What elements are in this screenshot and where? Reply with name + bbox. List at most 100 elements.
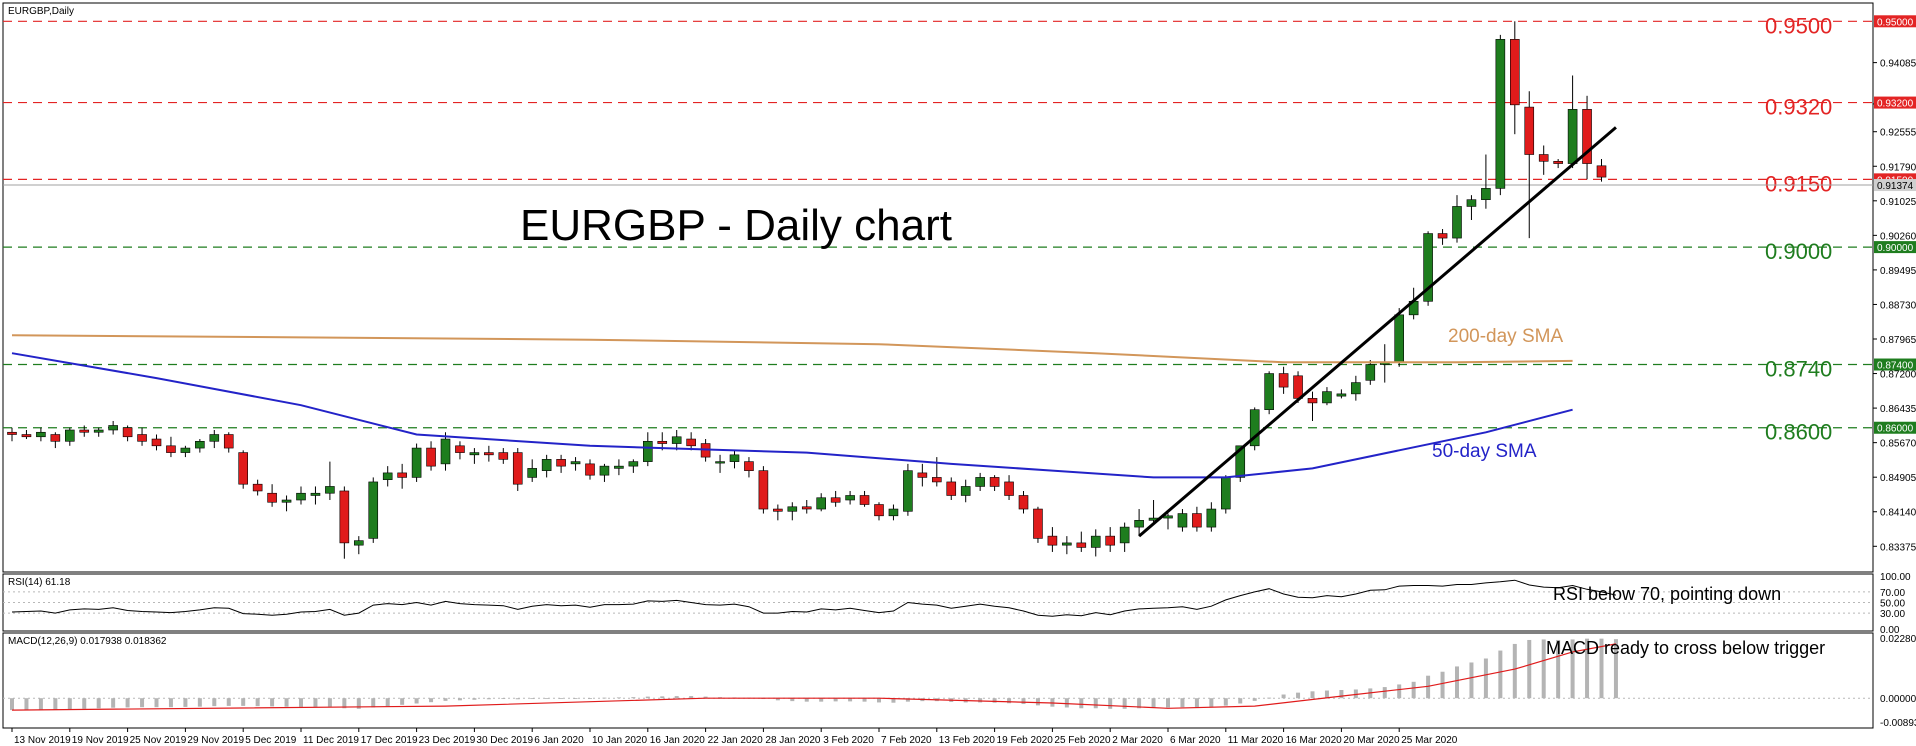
date-tick-label: 6 Mar 2020 — [1170, 735, 1221, 746]
macd-histogram-bar — [299, 698, 303, 707]
candle-body — [989, 477, 1000, 487]
date-axis: 13 Nov 2019 19 Nov 2019 25 Nov 2019 29 Nov … — [11, 728, 1458, 746]
candle-body — [1466, 199, 1477, 207]
macd-histogram-bar — [24, 698, 29, 711]
candle-body — [556, 459, 566, 467]
candle-body — [614, 465, 624, 469]
macd-tick-label: 0.022803 — [1880, 634, 1916, 645]
macd-histogram-bar — [1599, 638, 1604, 699]
macd-histogram-bar — [414, 698, 419, 704]
candle-body — [1365, 364, 1376, 381]
date-tick-label: 13 Nov 2019 — [14, 735, 71, 746]
macd-histogram-bar — [848, 698, 853, 702]
date-tick-label: 11 Dec 2019 — [303, 735, 359, 746]
macd-histogram-bar — [197, 698, 202, 707]
moving-averages: 200-day SMA 50-day SMA — [11, 326, 1573, 479]
price-tick-label: 0.87200 — [1880, 370, 1916, 381]
candle-body — [36, 431, 46, 438]
date-tick-label: 28 Jan 2020 — [765, 735, 820, 746]
macd-histogram-bar — [1122, 698, 1127, 709]
candle-body — [686, 438, 696, 447]
candle-body — [1423, 233, 1433, 302]
macd-histogram-bar — [284, 698, 289, 707]
candle-body — [137, 434, 147, 442]
candle-body — [801, 506, 812, 510]
macd-histogram-bar — [1310, 691, 1315, 699]
macd-histogram-bar — [703, 696, 708, 699]
trendline-group — [1138, 126, 1617, 538]
candle-body — [93, 429, 104, 433]
candle-body — [65, 429, 75, 442]
macd-histogram-bar — [1252, 698, 1257, 701]
rsi-tick-label: 70.00 — [1880, 588, 1905, 599]
candle-body — [1047, 535, 1058, 546]
candle-body — [570, 461, 581, 465]
macd-histogram-bar — [255, 698, 260, 707]
macd-histogram-bar — [226, 698, 231, 706]
macd-histogram-bar — [573, 698, 578, 700]
sma50-line — [11, 352, 1573, 479]
candle-body — [426, 447, 436, 467]
macd-histogram-bar — [1209, 698, 1214, 707]
macd-histogram-bar — [804, 698, 809, 702]
candle-body — [1596, 165, 1607, 178]
macd-histogram-bar — [1512, 643, 1517, 699]
candle-body — [787, 506, 798, 512]
macd-histogram-bar — [1469, 662, 1474, 699]
candle-body — [1192, 513, 1202, 528]
macd-histogram-bar — [1223, 698, 1228, 706]
macd-histogram-bar — [544, 698, 549, 700]
candle-body — [79, 429, 90, 433]
candle-body — [874, 504, 884, 517]
macd-histogram-bar — [559, 698, 564, 700]
candle-body — [830, 497, 841, 503]
macd-axis: 0.022803 0.000000 -0.008932 — [1880, 634, 1916, 729]
level-axis-label: 0.90000 — [1877, 243, 1914, 254]
macd-histogram-bar — [1397, 684, 1402, 699]
candle-body — [310, 492, 321, 496]
candle-body — [195, 440, 205, 449]
macd-histogram-bar — [67, 698, 72, 710]
date-tick-label: 29 Nov 2019 — [187, 735, 244, 746]
macd-histogram-bar — [270, 698, 275, 707]
level-axis-tag — [1874, 421, 1916, 434]
macd-histogram-bar — [1455, 666, 1459, 699]
candle-body — [353, 540, 364, 546]
date-tick-label: 5 Dec 2019 — [245, 735, 297, 746]
symbol-label: EURGBP,Daily — [8, 6, 74, 17]
candle-body — [599, 465, 610, 476]
macd-histogram-bar — [1238, 698, 1243, 704]
candle-body — [1004, 481, 1014, 496]
candle-body — [223, 434, 234, 449]
macd-tick-label: -0.008932 — [1880, 718, 1916, 729]
candle-body — [1278, 373, 1289, 388]
candle-body — [1538, 154, 1549, 162]
level-label: 0.9500 — [1765, 13, 1832, 38]
macd-signal-group — [11, 643, 1617, 711]
candle-body — [50, 434, 61, 442]
candle-body — [975, 477, 985, 487]
candle-body — [108, 425, 118, 431]
candle-body — [122, 427, 133, 438]
macd-histogram-bar — [862, 698, 867, 702]
price-tick-label: 0.90260 — [1880, 231, 1916, 242]
macd-histogram-bar — [10, 698, 14, 711]
macd-histogram-bar — [1180, 698, 1185, 708]
macd-histogram-bar — [1064, 698, 1069, 708]
price-tick-label: 0.91790 — [1880, 162, 1916, 173]
candle-body — [715, 461, 725, 464]
current-price-tag — [1874, 179, 1916, 192]
macd-histogram-bar — [790, 698, 795, 702]
candle-body — [946, 481, 957, 496]
macd-label: MACD(12,26,9) 0.017938 0.018362 — [8, 636, 167, 647]
macd-histogram-bar — [1382, 687, 1387, 699]
level-axis-label: 0.87400 — [1877, 361, 1914, 372]
macd-histogram-bar — [819, 698, 824, 702]
date-tick-label: 30 Dec 2019 — [476, 735, 533, 746]
date-tick-label: 13 Feb 2020 — [939, 735, 996, 746]
date-tick-label: 11 Mar 2020 — [1228, 735, 1284, 746]
macd-histogram-bar — [38, 698, 43, 710]
